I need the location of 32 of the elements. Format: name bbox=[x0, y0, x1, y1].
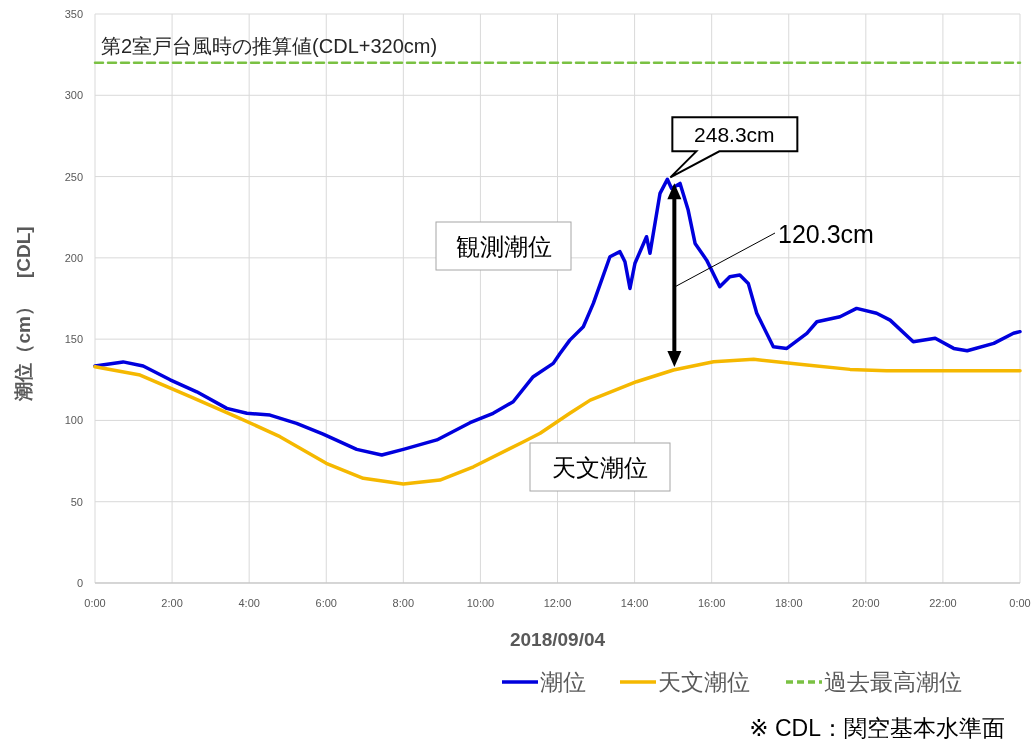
x-tick-label: 8:00 bbox=[392, 597, 415, 609]
x-tick-label: 16:00 bbox=[697, 597, 726, 609]
x-tick-label: 2:00 bbox=[161, 597, 183, 609]
annotation: 248.3cm bbox=[694, 123, 775, 147]
text: ※ CDL：関空基本水準面 bbox=[749, 715, 1005, 741]
y-tick-label: 250 bbox=[64, 170, 83, 183]
legend-label: 天文潮位 bbox=[658, 669, 750, 695]
x-tick-label: 0:00 bbox=[1009, 597, 1031, 609]
y-tick-label: 100 bbox=[64, 414, 83, 427]
annotation: 観測潮位 bbox=[455, 233, 552, 260]
legend-label: 潮位 bbox=[540, 669, 586, 695]
annotation: 天文潮位 bbox=[552, 454, 648, 481]
x-tick-label: 20:00 bbox=[852, 597, 880, 609]
x-tick-label: 10:00 bbox=[466, 597, 495, 609]
x-tick-label: 14:00 bbox=[620, 597, 649, 609]
y-axis-title: 潮位（cm） [CDL] bbox=[13, 226, 34, 402]
x-tick-label: 18:00 bbox=[774, 597, 803, 609]
y-tick-label: 200 bbox=[64, 251, 83, 264]
x-tick-label: 0:00 bbox=[84, 597, 106, 609]
x-axis-title: 2018/09/04 bbox=[509, 629, 606, 650]
annotation: 第2室戸台風時の推算値(CDL+320cm) bbox=[101, 34, 438, 57]
x-tick-label: 12:00 bbox=[543, 597, 572, 609]
y-tick-label: 350 bbox=[64, 8, 83, 20]
x-tick-label: 4:00 bbox=[238, 597, 260, 609]
annotation: 120.3cm bbox=[778, 220, 874, 248]
y-tick-label: 150 bbox=[64, 333, 83, 346]
legend-label: 過去最高潮位 bbox=[824, 669, 962, 695]
y-tick-label: 0 bbox=[76, 577, 83, 589]
x-tick-label: 6:00 bbox=[315, 597, 337, 609]
x-tick-label: 22:00 bbox=[929, 597, 957, 609]
y-tick-label: 50 bbox=[70, 495, 83, 508]
y-tick-label: 300 bbox=[64, 89, 83, 102]
